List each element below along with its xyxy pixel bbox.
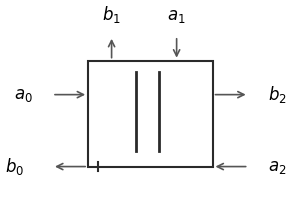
Text: $a_0$: $a_0$ [14, 86, 33, 104]
Bar [88, 61, 213, 166]
Text: $a_1$: $a_1$ [167, 7, 186, 25]
Text: $b_2$: $b_2$ [268, 84, 287, 105]
Text: $a_2$: $a_2$ [268, 158, 286, 176]
Text: $b_1$: $b_1$ [102, 4, 121, 25]
Text: $b_0$: $b_0$ [5, 156, 24, 177]
